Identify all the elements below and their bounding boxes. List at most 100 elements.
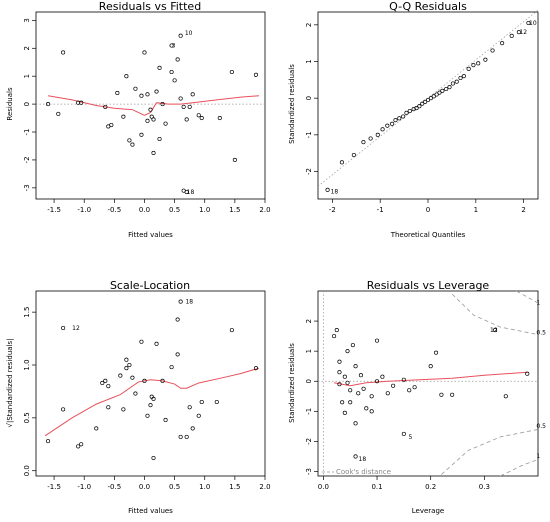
data-point — [103, 104, 108, 109]
data-point — [420, 101, 425, 106]
y-tick-label: 2 — [305, 319, 313, 323]
data-point — [450, 81, 455, 86]
data-point — [145, 413, 150, 418]
point-label: 18 — [187, 189, 195, 196]
x-tick-label: 0 — [426, 206, 430, 214]
cooks-distance-contour — [451, 293, 539, 336]
x-tick-label: 1.5 — [229, 206, 240, 214]
x-tick-label: -1 — [377, 206, 384, 214]
data-point — [350, 343, 355, 348]
x-tick-label: 1 — [474, 206, 478, 214]
data-point — [439, 392, 444, 397]
data-point — [461, 74, 466, 79]
data-point — [431, 94, 436, 99]
data-point — [253, 72, 259, 77]
x-tick-label: 0.0 — [318, 483, 329, 491]
smoother-line — [44, 367, 260, 437]
panel-3: Scale-Location Fitted values √|Standardize… — [6, 279, 271, 515]
data-point — [353, 364, 358, 369]
data-point — [342, 374, 347, 379]
point-label: 3 — [172, 42, 176, 49]
data-point — [103, 378, 108, 383]
data-point — [76, 100, 81, 105]
data-point — [139, 339, 144, 344]
data-point — [385, 391, 390, 396]
data-point — [133, 391, 138, 396]
x-tick-label: 2.0 — [259, 483, 270, 491]
data-point — [142, 50, 147, 55]
y-tick-label: 0.5 — [23, 412, 31, 423]
data-point — [414, 106, 419, 111]
data-point — [163, 121, 168, 126]
data-point — [154, 341, 159, 346]
data-point — [483, 57, 488, 62]
data-point — [187, 104, 192, 109]
point-label: 12 — [519, 29, 527, 36]
data-point — [401, 114, 406, 119]
data-point — [229, 328, 234, 333]
panel-2: Q-Q Residuals Theoretical Quantiles Standa… — [288, 0, 539, 239]
x-tick-label: -1.0 — [77, 206, 91, 214]
x-tick-label: 0.0 — [139, 206, 150, 214]
data-point — [178, 299, 183, 304]
point-label: 18 — [359, 456, 367, 463]
data-point — [380, 127, 385, 132]
data-point — [353, 421, 358, 426]
data-point — [214, 399, 219, 405]
data-point — [361, 140, 366, 145]
data-point — [196, 413, 201, 418]
x-axis-label: Theoretical Quantiles — [390, 231, 466, 239]
data-point — [361, 386, 366, 391]
data-point — [109, 122, 114, 128]
data-point — [199, 399, 204, 405]
data-point — [175, 57, 180, 62]
data-point — [163, 417, 168, 423]
data-point — [428, 96, 433, 101]
data-point — [476, 61, 481, 66]
data-point — [157, 136, 162, 142]
data-point — [348, 388, 353, 393]
data-point — [407, 108, 412, 114]
y-tick-label: -1 — [305, 408, 313, 415]
y-tick-label: -3 — [305, 468, 313, 475]
data-point — [124, 366, 129, 371]
data-point — [79, 100, 84, 105]
data-point — [397, 116, 402, 121]
plot-frame — [317, 290, 539, 477]
data-point — [345, 380, 350, 385]
point-label: 12 — [72, 325, 80, 332]
data-point — [79, 442, 84, 447]
data-point — [369, 409, 374, 414]
y-tick-label: 0 — [305, 379, 313, 383]
data-point — [364, 406, 369, 411]
data-point — [391, 383, 396, 388]
data-point — [351, 152, 356, 158]
data-point — [178, 96, 183, 101]
smoother-line — [334, 371, 528, 387]
data-point — [229, 69, 234, 75]
data-point — [509, 33, 514, 38]
chart-title: Q-Q Residuals — [389, 0, 467, 13]
x-tick-label: 1.5 — [229, 483, 240, 491]
x-tick-label: -2 — [329, 206, 336, 214]
cooks-contour-label: 1 — [536, 300, 540, 307]
chart-title: Scale-Location — [110, 279, 190, 292]
data-point — [124, 74, 129, 79]
cooks-distance-contour — [500, 459, 539, 477]
x-tick-label: -0.5 — [108, 206, 122, 214]
y-axis-label: Standardized residuals — [288, 343, 296, 423]
data-point — [178, 33, 183, 38]
data-point — [100, 380, 105, 386]
panel-4: Residuals vs Leverage Leverage Standardize… — [288, 279, 546, 515]
data-point — [181, 104, 186, 109]
data-point — [447, 85, 452, 90]
data-point — [145, 118, 150, 123]
x-tick-label: 0.5 — [169, 483, 180, 491]
data-point — [348, 400, 353, 405]
data-point — [332, 334, 337, 339]
data-point — [412, 385, 417, 390]
data-point — [151, 396, 156, 401]
x-tick-label: 2.0 — [259, 206, 270, 214]
cooks-contour-label: 1 — [536, 453, 540, 460]
